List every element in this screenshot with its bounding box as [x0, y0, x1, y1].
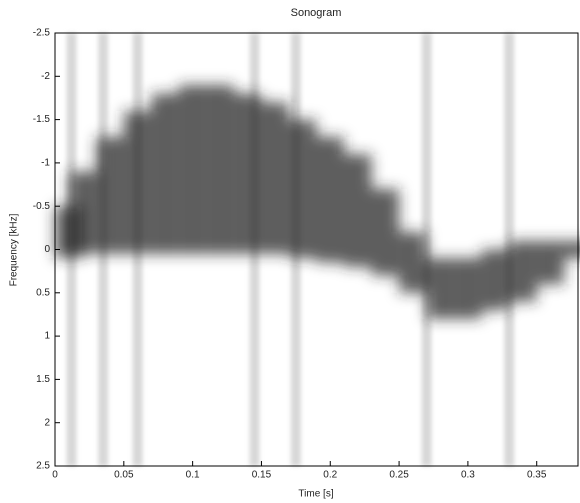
x-tick-label: 0.2	[323, 470, 337, 481]
x-tick-label: 0.1	[186, 470, 200, 481]
band-segment	[178, 84, 207, 254]
band-segment	[344, 154, 372, 267]
band-segment	[509, 240, 537, 302]
band-segment	[206, 84, 234, 254]
x-axis-label: Time [s]	[298, 489, 333, 500]
y-tick-label: 1	[44, 331, 50, 342]
band-segment	[426, 258, 455, 319]
band-segment	[151, 93, 179, 254]
band-segment	[316, 136, 345, 263]
x-tick-label: 0.3	[461, 470, 475, 481]
y-tick-label: 0	[44, 244, 50, 255]
y-tick-label: -1	[41, 158, 50, 169]
band-segment	[68, 171, 97, 254]
y-tick-label: 2.5	[36, 461, 50, 472]
band-segment	[233, 93, 262, 254]
y-tick-label: 1.5	[36, 374, 50, 385]
band-segment	[481, 249, 510, 311]
band-segment	[123, 110, 152, 254]
band-segment	[371, 188, 400, 276]
y-tick-label: -1.5	[33, 114, 51, 125]
y-axis-label: Frequency [kHz]	[9, 213, 20, 286]
y-tick-label: 2	[44, 417, 50, 428]
band-segment	[564, 240, 580, 259]
band-segment	[261, 102, 289, 254]
y-tick-label: -2.5	[33, 28, 51, 39]
band-segment	[536, 240, 565, 285]
y-tick-label: -2	[41, 71, 50, 82]
axes: 0 0.05 0.1 0.15 0.2 0.25 0.3 0.35 -2.5 -2 -1.5 -1 -0…	[33, 28, 579, 481]
x-tick-label: 0	[52, 470, 58, 481]
y-tick-label: -0.5	[33, 201, 51, 212]
band-segment	[288, 119, 317, 259]
y-tick-label: 0.5	[36, 287, 50, 298]
band-segment	[454, 258, 482, 319]
x-tick-label: 0.25	[389, 470, 409, 481]
x-tick-label: 0.05	[114, 470, 134, 481]
band-segment	[399, 232, 427, 293]
x-tick-label: 0.35	[527, 470, 547, 481]
chart-title: Sonogram	[291, 7, 342, 19]
x-tick-label: 0.15	[252, 470, 272, 481]
band-segment	[96, 136, 124, 254]
band	[55, 84, 580, 319]
